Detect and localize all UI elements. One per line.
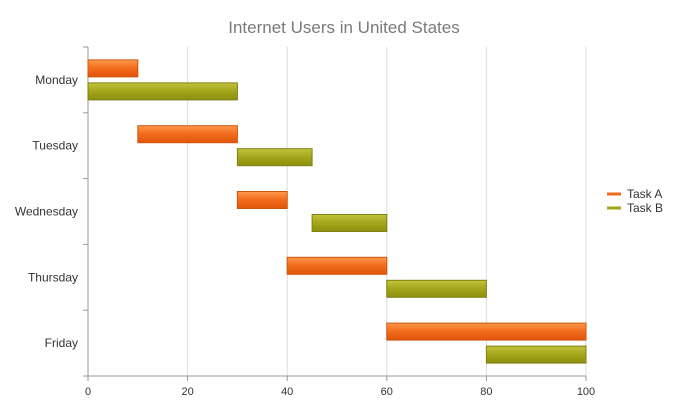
bar-task-b-friday bbox=[485, 345, 587, 364]
chart-title: Internet Users in United States bbox=[228, 18, 460, 37]
bar-task-b-tuesday bbox=[236, 148, 313, 167]
bar-task-a-thursday bbox=[286, 256, 388, 275]
bar-task-a-wednesday bbox=[236, 191, 288, 209]
legend-label: Task B bbox=[627, 201, 663, 215]
bar-task-a-tuesday bbox=[137, 125, 238, 144]
bar-task-b-monday bbox=[87, 82, 238, 101]
legend-label: Task A bbox=[627, 187, 662, 201]
category-label: Thursday bbox=[28, 270, 78, 284]
x-tick-label: 100 bbox=[577, 386, 595, 398]
bar-task-b-thursday bbox=[386, 279, 487, 298]
bar-task-b-wednesday bbox=[311, 214, 388, 232]
x-tick-label: 80 bbox=[480, 386, 492, 398]
axis-layer: 0 20 40 60 80 100 Monday Tuesday Wednesday Thursd… bbox=[15, 46, 595, 398]
category-label: Tuesday bbox=[32, 139, 78, 153]
x-tick-label: 20 bbox=[181, 386, 193, 398]
grid-layer bbox=[187, 47, 587, 376]
category-label: Friday bbox=[45, 336, 78, 350]
bar-task-a-monday bbox=[87, 59, 139, 78]
x-tick-label: 60 bbox=[381, 386, 393, 398]
x-tick-label: 0 bbox=[85, 386, 91, 398]
category-label: Monday bbox=[35, 73, 78, 87]
bar-layer bbox=[87, 59, 587, 364]
category-label: Wednesday bbox=[15, 205, 78, 219]
x-tick-label: 40 bbox=[281, 386, 293, 398]
bar-task-a-friday bbox=[386, 322, 587, 341]
